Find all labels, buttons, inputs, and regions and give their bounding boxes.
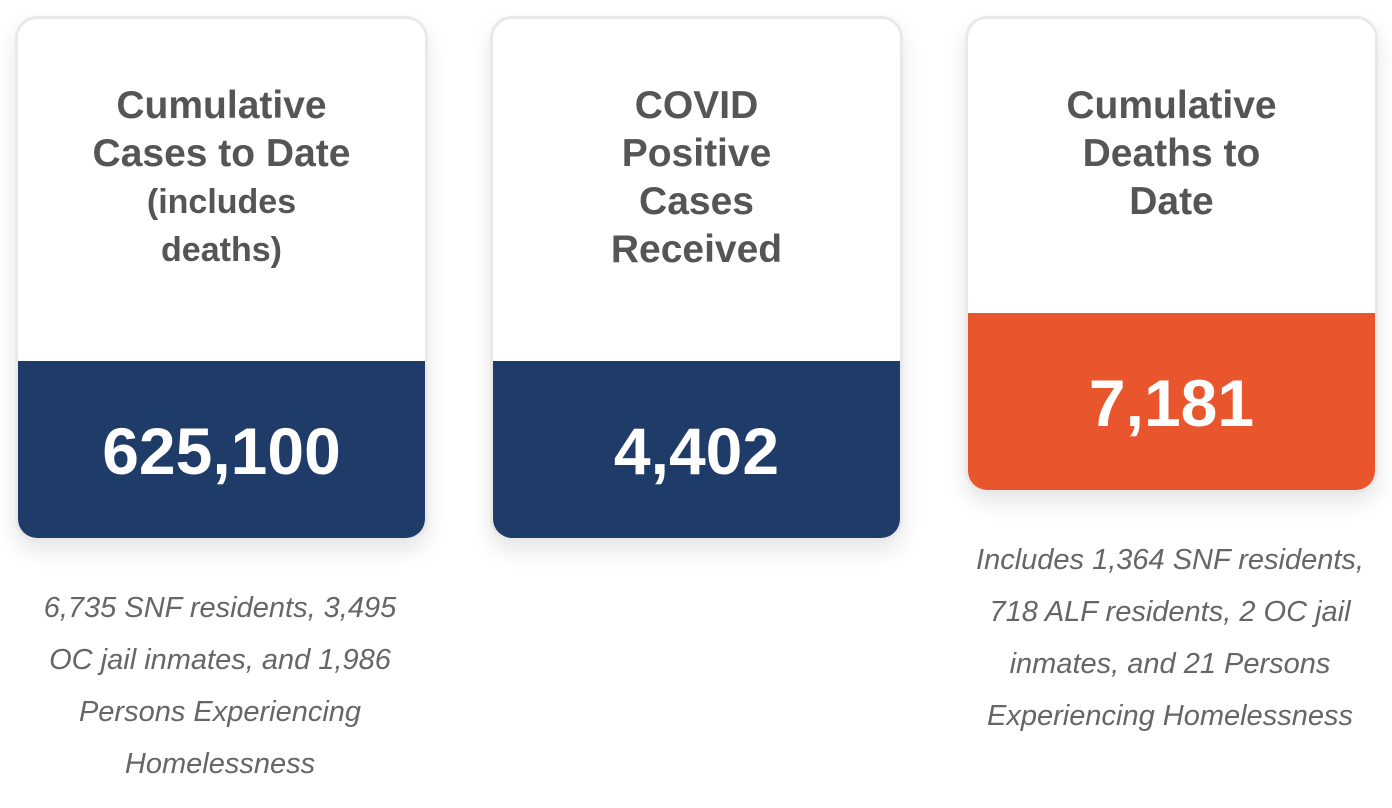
cumulative-cases-title-text: Cumulative Cases to Date [92, 84, 351, 175]
cumulative-cases-value-box: 625,100 [18, 361, 425, 538]
cumulative-deaths-value-box: 7,181 [968, 313, 1375, 490]
covid-positive-title-text: COVID Positive Cases Received [610, 84, 783, 271]
cumulative-deaths-value: 7,181 [1088, 366, 1255, 440]
covid-positive-card: COVID Positive Cases Received 4,402 [490, 16, 903, 541]
covid-positive-title: COVID Positive Cases Received [493, 82, 900, 274]
cumulative-cases-note: 6,735 SNF residents, 3,495 OC jail inmat… [43, 592, 397, 780]
cumulative-deaths-card: Cumulative Deaths to Date 7,181 [965, 16, 1378, 493]
cumulative-cases-subtitle: (includes deaths) [146, 183, 297, 269]
cumulative-deaths-title: Cumulative Deaths to Date [968, 82, 1375, 226]
cumulative-cases-value: 625,100 [102, 414, 341, 488]
covid-positive-value-box: 4,402 [493, 361, 900, 538]
covid-positive-value: 4,402 [613, 414, 780, 488]
cumulative-deaths-title-text: Cumulative Deaths to Date [1066, 84, 1277, 223]
cumulative-cases-title: Cumulative Cases to Date (includes death… [18, 82, 425, 274]
cumulative-cases-card: Cumulative Cases to Date (includes death… [15, 16, 428, 541]
cumulative-deaths-note: Includes 1,364 SNF residents, 718 ALF re… [976, 544, 1364, 732]
